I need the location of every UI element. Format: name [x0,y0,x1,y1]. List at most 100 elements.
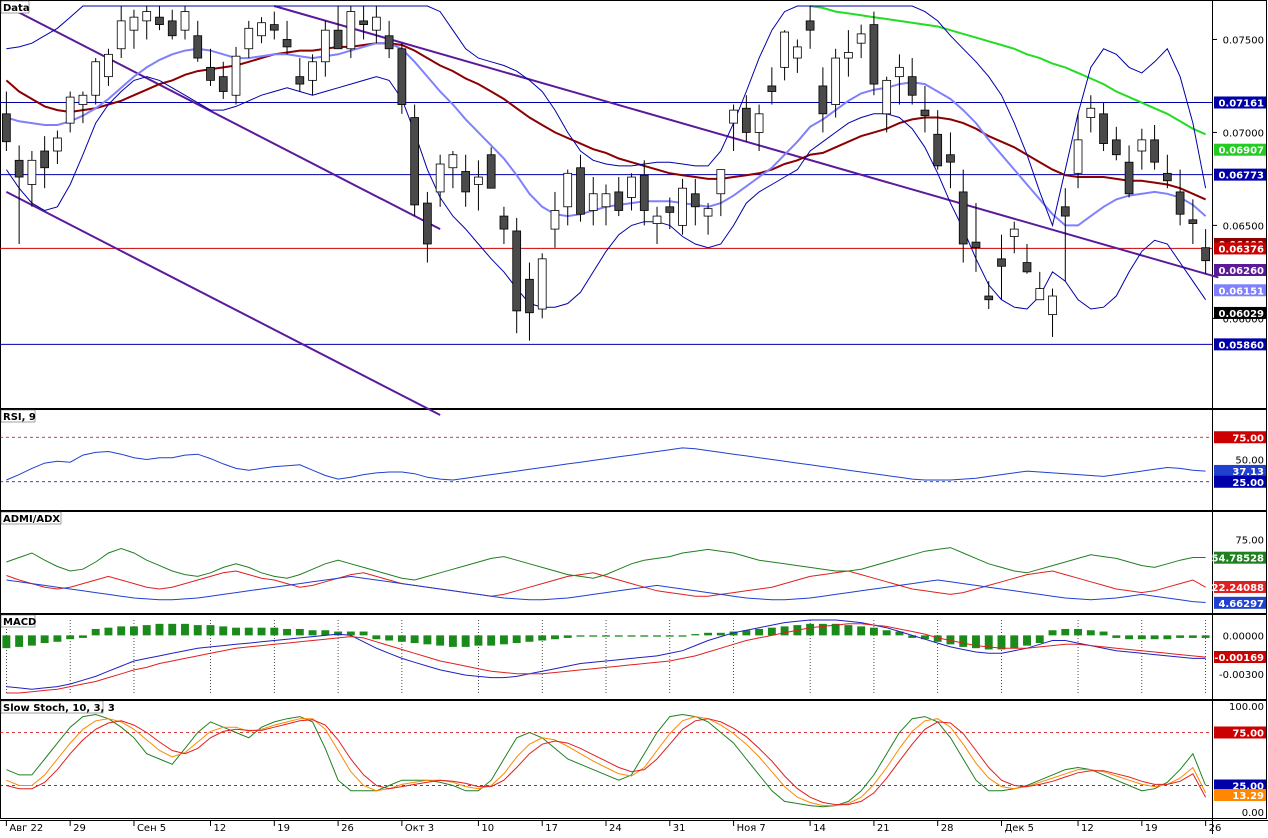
candle-down [218,76,228,92]
macd-histogram-bar [461,635,470,647]
macd-histogram-bar [602,635,610,637]
panel-frame-1 [0,409,1267,511]
macd-histogram-bar [614,635,623,637]
macd-histogram-bar [1099,631,1108,636]
macd-histogram-bar [920,635,929,640]
candle-down [665,206,675,213]
candle-down [282,39,292,48]
candle-down [206,66,215,81]
stoch-y-label: 100.00 [1229,702,1264,713]
macd-histogram-bar [704,632,713,636]
macd-histogram-bar [1163,635,1172,640]
candle-down [997,258,1006,267]
macd-histogram-bar [576,635,585,637]
x-axis-label: 26 [1209,823,1222,834]
macd-histogram-bar [359,631,368,636]
macd-histogram-bar [130,626,138,636]
price-badge: 0.06773 [1218,171,1264,182]
macd-histogram-bar [295,628,304,636]
macd-histogram-bar [334,631,343,636]
candle-down [1060,206,1070,217]
candle-up [180,11,190,31]
candle-down [614,191,624,211]
adx-y-label: 75.00 [1235,536,1264,547]
trend-channel-line [5,191,441,416]
adx-neg-di-line [6,570,1206,597]
adx-badge-adx: 4.66297 [1218,599,1264,610]
price-badge: 0.07161 [1218,98,1264,109]
stoch-red-line [6,718,1207,806]
macd-histogram-bar [66,635,75,640]
adx-pos-di-line [6,547,1206,581]
x-axis-label: 26 [341,823,354,834]
candle-up [320,29,330,63]
candle-down [423,202,432,245]
stoch-badge-current-bg [1214,789,1266,802]
macd-histogram-bar [882,630,891,636]
candle-down [167,20,177,37]
candle-up [231,55,241,96]
candle-up [474,176,483,185]
macd-histogram-bar [538,635,547,641]
macd-histogram-bar [946,635,955,645]
adx-adx-line [6,575,1206,603]
price-badge: 0.06376 [1218,244,1264,255]
macd-line [6,619,1206,690]
candle-down [1162,172,1172,182]
macd-histogram-bar [142,625,151,636]
candle-down [946,154,955,163]
candle-down [1099,113,1108,144]
macd-badge-bg [1214,651,1266,664]
x-axis-label: 12 [1081,823,1094,834]
candle-up [53,137,62,152]
candle-down [869,24,879,85]
price-ma-red-line [5,42,1207,201]
macd-histogram-bar [780,626,789,636]
adx-badge-adx-bg [1214,596,1266,609]
price-badge-bg [1214,96,1266,109]
macd-histogram-bar [729,631,738,636]
candle-up [627,176,636,198]
price-badge-bg [1214,168,1266,181]
stoch-panel-title: Slow Stoch, 10, 3, 3 [3,703,115,714]
x-axis-label: 19 [277,823,290,834]
candle-down [933,133,943,167]
x-axis-label: 28 [941,823,954,834]
rsi-badge-current: 37.13 [1232,467,1264,478]
macd-histogram-bar [665,635,674,637]
x-axis-label: Дек 5 [1004,823,1034,834]
panel-frame-4 [0,700,1267,819]
macd-histogram-bar [869,627,878,636]
price-badge-bg [1214,264,1266,276]
macd-histogram-bar [844,625,853,636]
macd-histogram-bar [959,635,968,647]
macd-histogram-bar [117,626,126,636]
macd-histogram-bar [1086,630,1095,636]
x-axis-label: 24 [609,823,622,834]
candle-up [1009,228,1019,237]
price-badge-bg [1214,306,1266,319]
x-axis-label: 10 [481,823,494,834]
x-axis-label: 17 [545,823,558,834]
macd-histogram-bar [1137,635,1146,640]
candle-up [588,193,598,211]
stoch-badge-25: 25.00 [1232,782,1264,793]
x-axis-label: Ноя 7 [737,823,766,834]
macd-histogram-bar [857,626,866,636]
price-badge-bg [1214,338,1266,351]
macd-histogram-bar [487,635,496,646]
candle-down [639,174,649,211]
stoch-orange-line [6,716,1207,807]
macd-histogram-bar [193,625,202,636]
macd-histogram-bar [244,627,253,636]
macd-histogram-bar [181,623,189,636]
candle-up [435,163,445,193]
candle-down [1188,219,1198,224]
macd-histogram-bar [589,635,598,637]
candle-down [690,193,700,208]
macd-histogram-bar [551,635,559,640]
candle-up [652,215,662,224]
candle-down [1124,161,1134,195]
